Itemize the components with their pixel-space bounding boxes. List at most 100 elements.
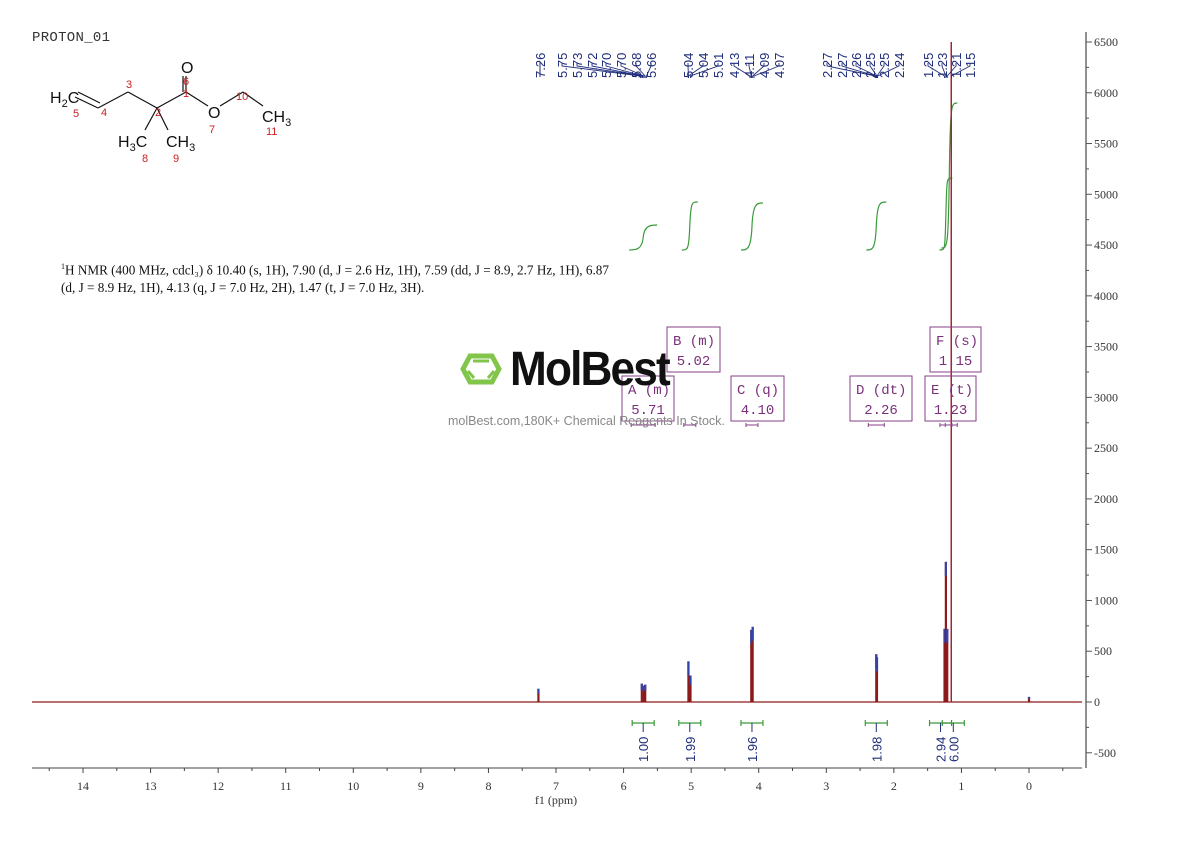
y-tick-label: 0 (1094, 695, 1100, 709)
multiplet-type: E (t) (931, 383, 973, 399)
multiplet-type: B (m) (673, 334, 715, 350)
y-axis: 6500600055005000450040003500300025002000… (1085, 32, 1118, 768)
multiplet-box-E: E (t) 1.23 (924, 375, 977, 427)
spectrum-peak (640, 683, 643, 702)
integral-marker: 1.00 (631, 720, 655, 762)
integral-value: 2.94 (934, 737, 949, 762)
multiplet-type: A (m) (628, 383, 670, 399)
y-tick-label: 1000 (1094, 593, 1118, 607)
integral-value: 6.00 (946, 737, 961, 762)
multiplet-type: D (dt) (856, 383, 906, 399)
watermark-tagline: molBest.com,180K+ Chemical Reagents In S… (448, 414, 725, 428)
integral-value: 1.00 (636, 737, 651, 762)
atom-number: 11 (266, 126, 277, 138)
atom-number: 9 (173, 153, 179, 165)
integral-curves (629, 102, 958, 251)
nmr-description: 1H NMR (400 MHz, cdcl₃) δ 10.40 (s, 1H),… (61, 258, 621, 297)
integral-marker: 1.96 (740, 720, 764, 762)
multiplet-shift: 4.10 (741, 403, 775, 419)
x-tick-label: 5 (688, 779, 694, 793)
atom-label: CH3 (262, 109, 291, 129)
spectrum-peak (644, 684, 647, 702)
peak-shift-label: 1.23 (935, 53, 950, 78)
multiplet-shift: 5.02 (677, 354, 711, 370)
integral-value: 1.98 (869, 737, 884, 762)
integral-value: 1.99 (683, 737, 698, 762)
multiplet-shift: 1.23 (934, 403, 968, 419)
multiplet-shift: 2.26 (864, 403, 898, 419)
integral-curve (941, 102, 958, 249)
y-tick-label: 3500 (1094, 340, 1118, 354)
peak-shift-label: 2.27 (820, 53, 835, 78)
y-tick-label: 2500 (1094, 441, 1118, 455)
peak-shift-label: 4.13 (727, 53, 742, 78)
peak-shift-label: 4.07 (772, 53, 787, 78)
atom-label: H2C (50, 90, 79, 110)
x-tick-label: 9 (418, 779, 424, 793)
atom-number: 6 (183, 76, 189, 88)
multiplet-box-C: C (q) 4.10 (730, 375, 785, 427)
x-tick-label: 11 (280, 779, 292, 793)
integral-curve (629, 224, 658, 251)
atom-number: 3 (126, 79, 132, 91)
y-tick-label: 5000 (1094, 187, 1118, 201)
spectrum-peak (687, 661, 690, 702)
spectrum-peak (944, 561, 947, 702)
spectrum-peak (750, 629, 753, 702)
spectrum-peak (1027, 696, 1031, 702)
x-tick-label: 2 (891, 779, 897, 793)
x-tick-label: 13 (145, 779, 157, 793)
molbest-logo-icon (460, 353, 502, 385)
atom-label-o6: O (181, 60, 193, 77)
spectrum-peak (642, 685, 645, 702)
molecule-structure: H2C O O H3C CH3 CH3 5 4 3 2 16 7 8 9 10 11 (50, 60, 291, 165)
y-tick-label: 1500 (1094, 543, 1118, 557)
x-tick-label: 6 (621, 779, 627, 793)
peak-shift-label: 5.04 (681, 53, 696, 78)
y-tick-label: 5500 (1094, 137, 1118, 151)
multiplet-type: F (s) (936, 334, 978, 350)
peak-shift-label: 2.25 (877, 53, 892, 78)
peak-labels: 7.265.755.735.725.705.705.685.665.045.04… (533, 53, 978, 78)
multiplet-boxes: A (m) 5.71 B (m) 5.02 C (q) 4.10 D (dt) 2.26 E (… (621, 326, 982, 427)
peak-shift-label: 4.11 (742, 54, 757, 78)
multiplet-box-F: F (s) 1.15 (929, 326, 982, 427)
x-axis: 14 13 12 11 10 9 8 7 6 5 4 3 2 1 0f1 (ppm) (32, 767, 1082, 807)
spectrum-peak (875, 657, 879, 702)
peak-shift-label: 5.01 (711, 53, 726, 78)
description-text: H NMR (400 MHz, cdcl₃) δ 10.40 (s, 1H), … (61, 262, 609, 296)
integral-labels: 1.00 1.99 1.96 1.98 2.946.00 (631, 720, 965, 762)
integral-marker: 6.00 (941, 720, 965, 762)
peak-shift-label: 5.04 (696, 53, 711, 78)
spectrum-peak (751, 626, 754, 702)
spectrum-peak (946, 628, 949, 702)
peak-shift-label: 2.26 (849, 53, 864, 78)
x-tick-label: 12 (212, 779, 224, 793)
spectrum-peak (943, 628, 946, 702)
peak-shift-label: 2.24 (892, 53, 907, 78)
x-tick-label: 10 (347, 779, 359, 793)
peak-shift-label: 1.25 (921, 53, 936, 78)
peak-shift-label: 1.15 (963, 53, 978, 78)
x-tick-label: 0 (1026, 779, 1032, 793)
atom-label: CH3 (166, 134, 195, 154)
atom-label: H3C (118, 134, 147, 154)
integral-value: 1.96 (745, 737, 760, 762)
integral-curve (939, 177, 953, 251)
description-superscript: 1 (61, 262, 65, 271)
atom-number: 8 (142, 153, 148, 165)
atom-number: 5 (73, 108, 79, 120)
peak-shift-label: 5.73 (570, 53, 585, 78)
x-tick-label: 3 (823, 779, 829, 793)
y-tick-label: 4000 (1094, 289, 1118, 303)
atom-number: 4 (101, 107, 107, 119)
y-tick-label: -500 (1094, 746, 1116, 760)
x-tick-label: 14 (77, 779, 89, 793)
y-tick-label: 500 (1094, 644, 1112, 658)
peak-shift-label: 4.09 (757, 53, 772, 78)
multiplet-shift: 5.71 (631, 403, 665, 419)
multiplet-type: C (q) (737, 383, 779, 399)
multiplet-shift: 1.15 (939, 354, 973, 370)
integral-marker: 2.94 (928, 720, 953, 762)
x-tick-label: 1 (958, 779, 964, 793)
